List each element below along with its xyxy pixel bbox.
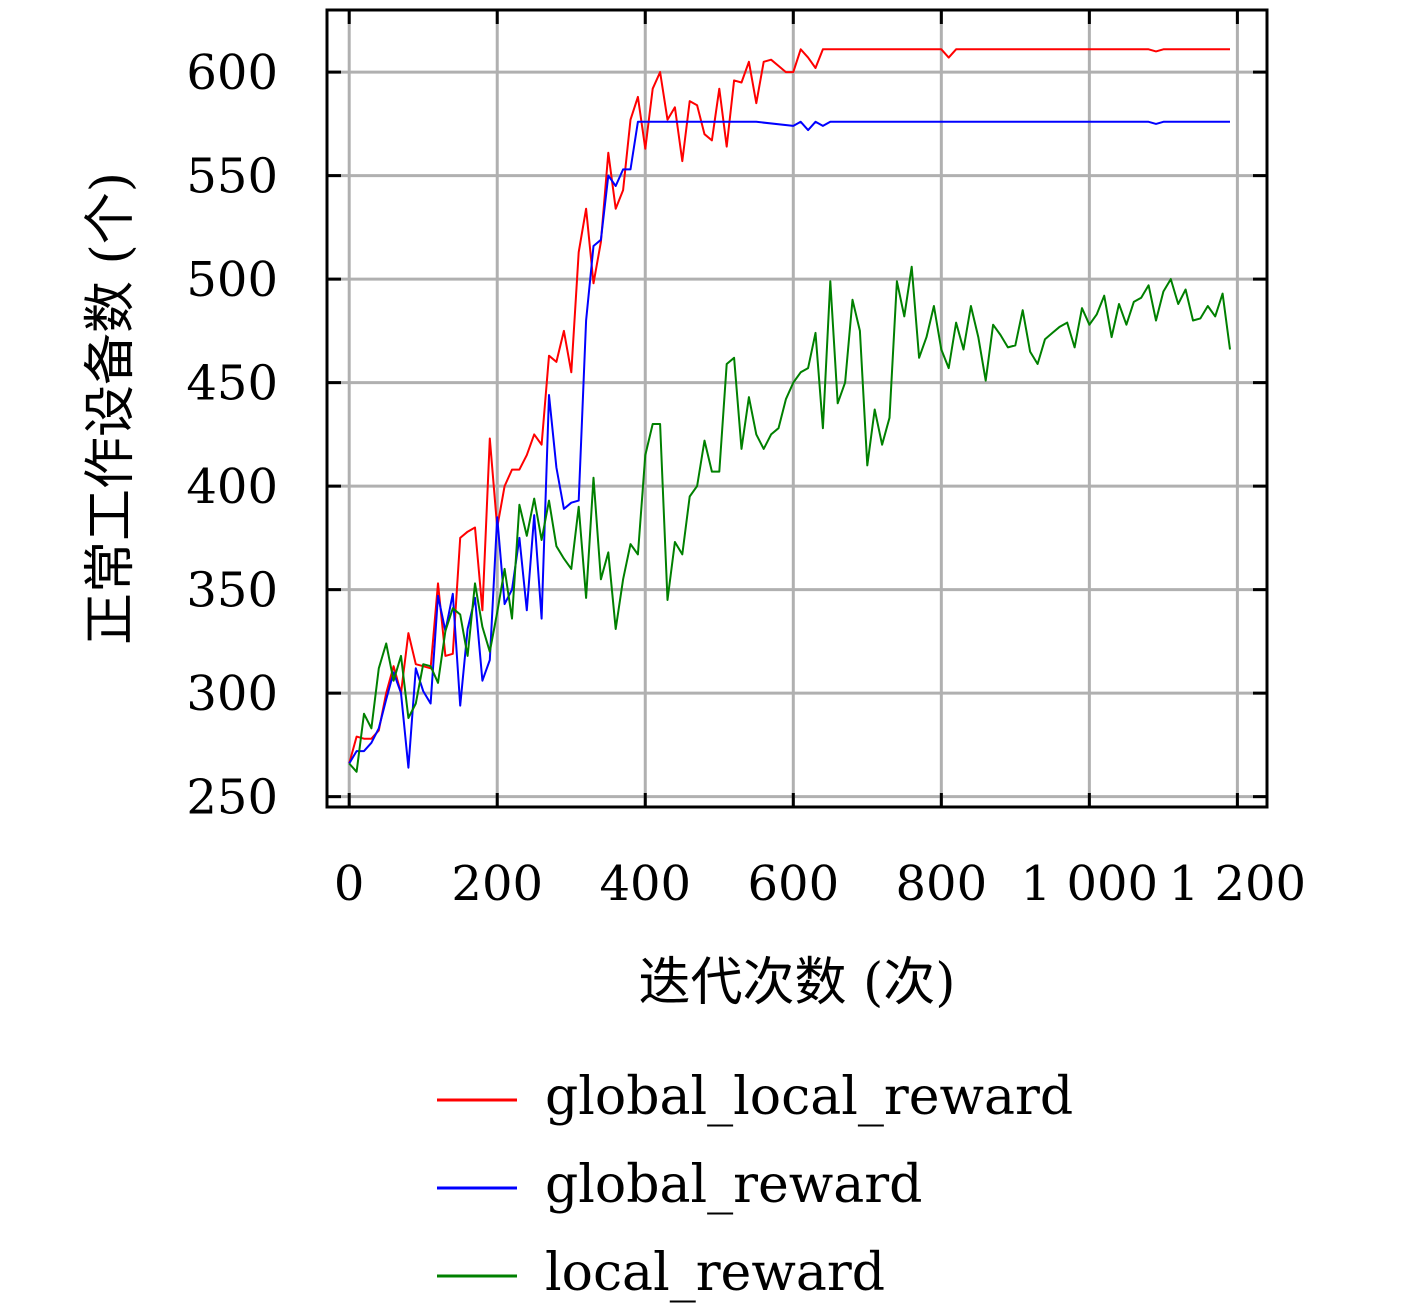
x-tick-label: 1 200	[1169, 856, 1306, 912]
legend-label: local_reward	[545, 1243, 885, 1303]
y-tick-label: 350	[186, 563, 278, 619]
x-axis-title: 迭代次数 (次)	[638, 953, 955, 1013]
x-tick-labels: 0 200 400 600 800 1 000 1 200	[334, 856, 1306, 912]
y-tick-label: 600	[186, 45, 278, 101]
grid-lines	[327, 10, 1267, 807]
legend: global_local_reward global_reward local_re…	[437, 1067, 1073, 1303]
x-tick-label: 600	[747, 856, 839, 912]
series-line-global-reward	[348, 120, 1230, 769]
y-tick-labels: 250 300 350 400 450 500 550 600	[186, 45, 278, 826]
x-tick-label: 0	[334, 856, 365, 912]
legend-label: global_reward	[545, 1155, 922, 1215]
axis-ticks	[327, 10, 1267, 807]
y-tick-label: 500	[186, 252, 278, 308]
series-lines	[348, 48, 1231, 773]
legend-label: global_local_reward	[545, 1067, 1073, 1127]
series-line-local-reward	[348, 265, 1231, 773]
x-tick-label: 400	[599, 856, 691, 912]
y-tick-label: 550	[186, 149, 278, 205]
x-tick-label: 1 000	[1021, 856, 1158, 912]
plot-frame	[325, 8, 1269, 809]
series-line-global-local-reward	[348, 48, 1230, 764]
y-tick-label: 400	[186, 459, 278, 515]
y-tick-label: 250	[186, 770, 278, 826]
y-tick-label: 450	[186, 356, 278, 412]
y-tick-label: 300	[186, 666, 278, 722]
x-tick-label: 800	[896, 856, 988, 912]
y-axis-title: 正常工作设备数 (个)	[81, 172, 141, 645]
x-tick-label: 200	[451, 856, 543, 912]
